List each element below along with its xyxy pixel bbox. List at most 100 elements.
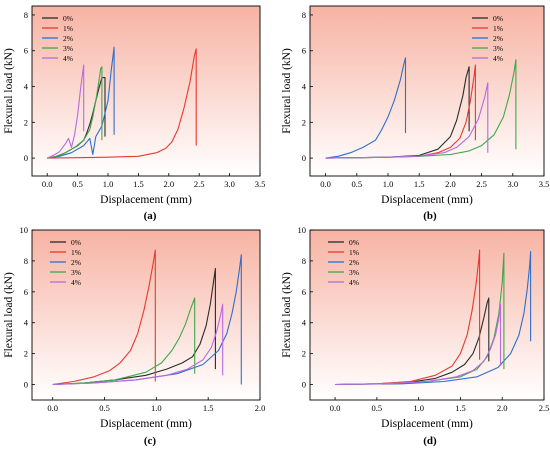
y-tick-label: 0: [24, 153, 28, 163]
y-tick-label: 6: [24, 287, 28, 297]
series-line-2pct: [47, 46, 115, 159]
legend-label: 0%: [493, 14, 503, 23]
x-tick-label: 2.0: [255, 403, 266, 413]
legend-label: 3%: [493, 44, 503, 53]
y-tick-label: 4: [302, 82, 307, 92]
legend-label: 1%: [493, 24, 503, 33]
x-tick-label: 2.0: [445, 179, 456, 189]
x-tick-label: 2.5: [194, 179, 205, 189]
x-axis-label: Displacement (mm): [100, 194, 192, 206]
panel-label: (d): [423, 435, 437, 447]
chart-panel-4: 0.0 0.5 1.0 1.5 2.0 2.5 0 2 4 6 8 10 Displacement (m…: [281, 225, 549, 447]
x-axis-label: Displacement (mm): [100, 418, 192, 430]
y-tick-label: 4: [24, 318, 29, 328]
y-tick-label: 6: [302, 46, 306, 56]
legend-label: 2%: [63, 34, 73, 43]
legend-label: 3%: [71, 268, 81, 277]
series-line-4pct: [335, 303, 502, 386]
x-tick-label: 0.0: [47, 403, 58, 413]
legend-label: 1%: [349, 248, 359, 257]
legend-label: 1%: [63, 24, 73, 33]
y-tick-label: 2: [24, 349, 28, 359]
x-tick-label: 3.5: [255, 179, 266, 189]
series-line-1pct: [335, 249, 481, 386]
y-tick-label: 4: [24, 82, 29, 92]
y-tick-label: 8: [302, 256, 306, 266]
legend-label: 3%: [349, 268, 359, 277]
x-tick-label: 3.5: [539, 179, 550, 189]
x-tick-label: 2.0: [163, 179, 174, 189]
series-line-4pct: [325, 82, 489, 159]
y-tick-label: 8: [302, 10, 306, 20]
x-tick-label: 0.5: [99, 403, 110, 413]
legend-label: 2%: [349, 258, 359, 267]
legend-label: 0%: [349, 238, 359, 247]
plot-frame: [309, 5, 545, 177]
y-tick-label: 0: [24, 380, 28, 390]
y-tick-label: 4: [302, 318, 307, 328]
x-tick-label: 0.0: [42, 179, 53, 189]
y-tick-label: 8: [24, 256, 28, 266]
series-line-4pct: [46, 64, 85, 159]
legend-label: 4%: [71, 278, 81, 287]
x-tick-label: 2.0: [497, 403, 508, 413]
y-tick-label: 2: [24, 117, 28, 127]
plot-frame: [31, 229, 261, 401]
x-tick-label: 1.0: [151, 403, 162, 413]
legend-label: 0%: [63, 14, 73, 23]
x-tick-label: 2.5: [539, 403, 550, 413]
y-tick-label: 0: [302, 380, 306, 390]
x-tick-label: 1.5: [414, 179, 425, 189]
legend-label: 2%: [71, 258, 81, 267]
legend-label: 4%: [349, 278, 359, 287]
y-tick-label: 2: [302, 117, 306, 127]
chart-panel-2: 0.0 0.5 1.0 1.5 2.0 2.5 3.0 3.5 0 2 4 6 8 Displacemen…: [281, 5, 550, 222]
x-tick-label: 3.0: [507, 179, 518, 189]
series-line-2pct: [335, 251, 532, 386]
y-tick-label: 6: [24, 46, 28, 56]
legend-label: 0%: [71, 238, 81, 247]
x-tick-label: 1.5: [455, 403, 466, 413]
x-tick-label: 0.5: [72, 179, 83, 189]
y-axis-label: Flexural load (kN): [281, 272, 293, 358]
y-axis-label: Flexural load (kN): [281, 48, 293, 134]
legend-label: 4%: [493, 54, 503, 63]
x-tick-label: 1.0: [103, 179, 114, 189]
y-tick-label: 8: [24, 10, 28, 20]
series-line-3pct: [47, 66, 103, 159]
plot-frame: [309, 229, 545, 401]
x-tick-label: 1.0: [383, 179, 394, 189]
plot-background: [32, 6, 260, 176]
y-tick-label: 0: [302, 153, 306, 163]
plot-background: [310, 230, 544, 400]
series-line-1pct: [52, 249, 156, 386]
x-tick-label: 0.0: [330, 403, 341, 413]
plot-background: [32, 230, 260, 400]
y-tick-label: 10: [298, 225, 307, 235]
chart-panel-3: 0.0 0.5 1.0 1.5 2.0 0 2 4 6 8 10 Displacement (mm) F…: [3, 225, 265, 447]
legend-label: 3%: [63, 44, 73, 53]
x-tick-label: 0.0: [320, 179, 331, 189]
chart-panel-1: 0.0 0.5 1.0 1.5 2.0 2.5 3.0 3.5 0 2 4 6 8 Displacemen…: [3, 5, 266, 222]
series-line-1pct: [47, 48, 197, 159]
panel-label: (b): [423, 210, 437, 222]
series-line-2pct: [325, 57, 407, 159]
x-axis-label: Displacement (mm): [381, 418, 473, 430]
series-line-4pct: [52, 303, 224, 386]
x-tick-label: 2.5: [476, 179, 487, 189]
legend-label: 2%: [493, 34, 503, 43]
series-line-3pct: [52, 297, 196, 386]
panel-label: (a): [144, 210, 157, 222]
y-tick-label: 2: [302, 349, 306, 359]
panel-label: (c): [144, 435, 157, 447]
x-tick-label: 3.0: [224, 179, 235, 189]
x-axis-label: Displacement (mm): [381, 194, 473, 206]
x-tick-label: 0.5: [351, 179, 362, 189]
plot-frame: [31, 5, 261, 177]
x-tick-label: 1.5: [133, 179, 144, 189]
y-tick-label: 6: [302, 287, 306, 297]
x-tick-label: 1.0: [413, 403, 424, 413]
plot-background: [310, 6, 544, 176]
legend-label: 4%: [63, 54, 73, 63]
